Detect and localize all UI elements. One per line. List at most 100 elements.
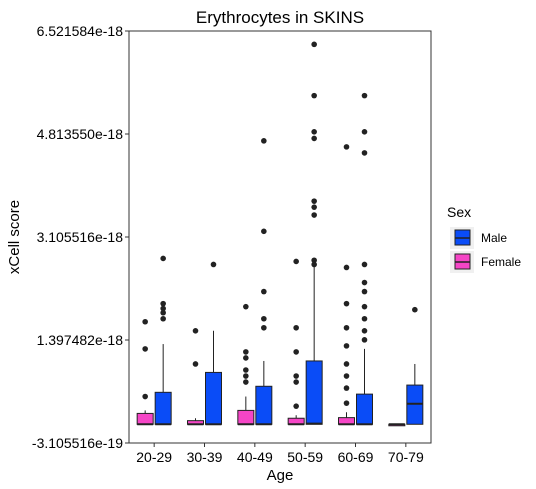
outlier-point (192, 361, 199, 367)
box-male-20-29 (154, 255, 172, 426)
legend-item-female: Female (450, 251, 521, 273)
y-tick-label: 6.521584e-18 (37, 23, 124, 39)
y-tick-label: 4.813550e-18 (37, 126, 124, 142)
outlier-point (160, 255, 166, 262)
box-series-group (136, 41, 424, 427)
outlier-point (210, 261, 217, 268)
box-male-50-59 (305, 41, 323, 425)
outlier-point (343, 400, 350, 406)
outlier-point (243, 367, 249, 373)
outlier-point (361, 328, 368, 334)
outlier-point (343, 264, 350, 271)
outlier-point (160, 300, 166, 307)
legend-label: Female (481, 255, 521, 269)
x-tick-label: 60-69 (338, 449, 374, 465)
outlier-point (343, 361, 350, 367)
outlier-point (243, 303, 249, 310)
outlier-point (361, 150, 368, 156)
box-body (136, 412, 154, 425)
outlier-point (243, 349, 249, 355)
outlier-point (142, 318, 148, 325)
outlier-point (261, 288, 267, 295)
x-tick-label: 70-79 (388, 449, 424, 465)
outlier-point (293, 373, 299, 379)
outlier-point (311, 212, 317, 218)
outlier-point (311, 261, 317, 268)
outlier-point (412, 306, 418, 313)
outlier-point (293, 403, 299, 409)
box-female-50-59 (287, 258, 305, 426)
outlier-point (243, 355, 249, 361)
x-tick-label: 50-59 (287, 449, 323, 465)
y-tick-label: 1.397482e-18 (37, 332, 124, 348)
outlier-point (361, 129, 368, 135)
outlier-point (343, 385, 350, 391)
box-female-40-49 (237, 303, 255, 426)
outlier-point (311, 92, 317, 99)
outlier-point (261, 324, 267, 331)
y-tick-label: 3.105516e-18 (37, 229, 124, 245)
outlier-point (160, 315, 166, 322)
outlier-point (343, 373, 350, 379)
outlier-point (293, 324, 299, 331)
legend-label: Male (481, 231, 507, 245)
outlier-point (361, 337, 368, 343)
legend-title: Sex (447, 204, 471, 220)
outlier-point (261, 228, 267, 235)
legend-item-male: Male (450, 227, 507, 249)
box-body (205, 371, 222, 425)
legend: Sex Male Female (447, 204, 521, 273)
outlier-point (311, 257, 317, 264)
x-tick-label: 30-39 (187, 449, 223, 465)
outlier-point (311, 204, 317, 210)
box-body (255, 385, 273, 425)
chart-title: Erythrocytes in SKINS (196, 8, 364, 27)
plot-panel (128, 30, 432, 444)
box-male-40-49 (255, 138, 273, 426)
outlier-point (261, 315, 267, 322)
box-female-20-29 (136, 318, 154, 426)
outlier-point (311, 129, 317, 135)
outlier-point (361, 303, 368, 310)
y-axis: 6.521584e-18 4.813550e-18 3.105516e-18 1.39… (32, 23, 129, 451)
outlier-point (343, 144, 350, 150)
outlier-point (142, 393, 148, 400)
outlier-point (192, 328, 199, 334)
outlier-point (361, 92, 368, 99)
outlier-point (142, 346, 148, 352)
x-axis-label: Age (267, 467, 294, 484)
box-male-30-39 (205, 261, 222, 426)
outlier-point (293, 258, 299, 265)
outlier-point (311, 198, 317, 204)
outlier-point (243, 373, 249, 379)
outlier-point (311, 135, 317, 142)
outlier-point (293, 349, 299, 355)
y-axis-label: xCell score (6, 200, 23, 274)
outlier-point (160, 305, 166, 312)
outlier-point (343, 300, 350, 307)
outlier-point (160, 309, 166, 316)
outlier-point (343, 324, 350, 331)
outlier-point (361, 315, 368, 322)
outlier-point (311, 41, 317, 48)
outlier-point (293, 379, 299, 385)
box-male-70-79 (406, 306, 424, 425)
outlier-point (361, 288, 368, 295)
box-female-30-39 (187, 328, 204, 426)
box-male-60-69 (356, 92, 373, 426)
box-body (154, 391, 172, 425)
outlier-point (343, 343, 350, 349)
x-tick-label: 40-49 (237, 449, 273, 465)
box-female-60-69 (338, 144, 355, 426)
x-tick-label: 20-29 (136, 449, 172, 465)
outlier-point (361, 261, 368, 268)
outlier-point (243, 379, 249, 385)
outlier-point (261, 138, 267, 144)
box-body (237, 409, 255, 425)
y-tick-label: -3.105516e-19 (32, 435, 123, 451)
outlier-point (361, 279, 368, 286)
x-axis: 20-29 30-39 40-49 50-59 60-69 70-79 (136, 443, 424, 465)
box-body (356, 393, 373, 425)
box-female-70-79 (388, 423, 406, 427)
